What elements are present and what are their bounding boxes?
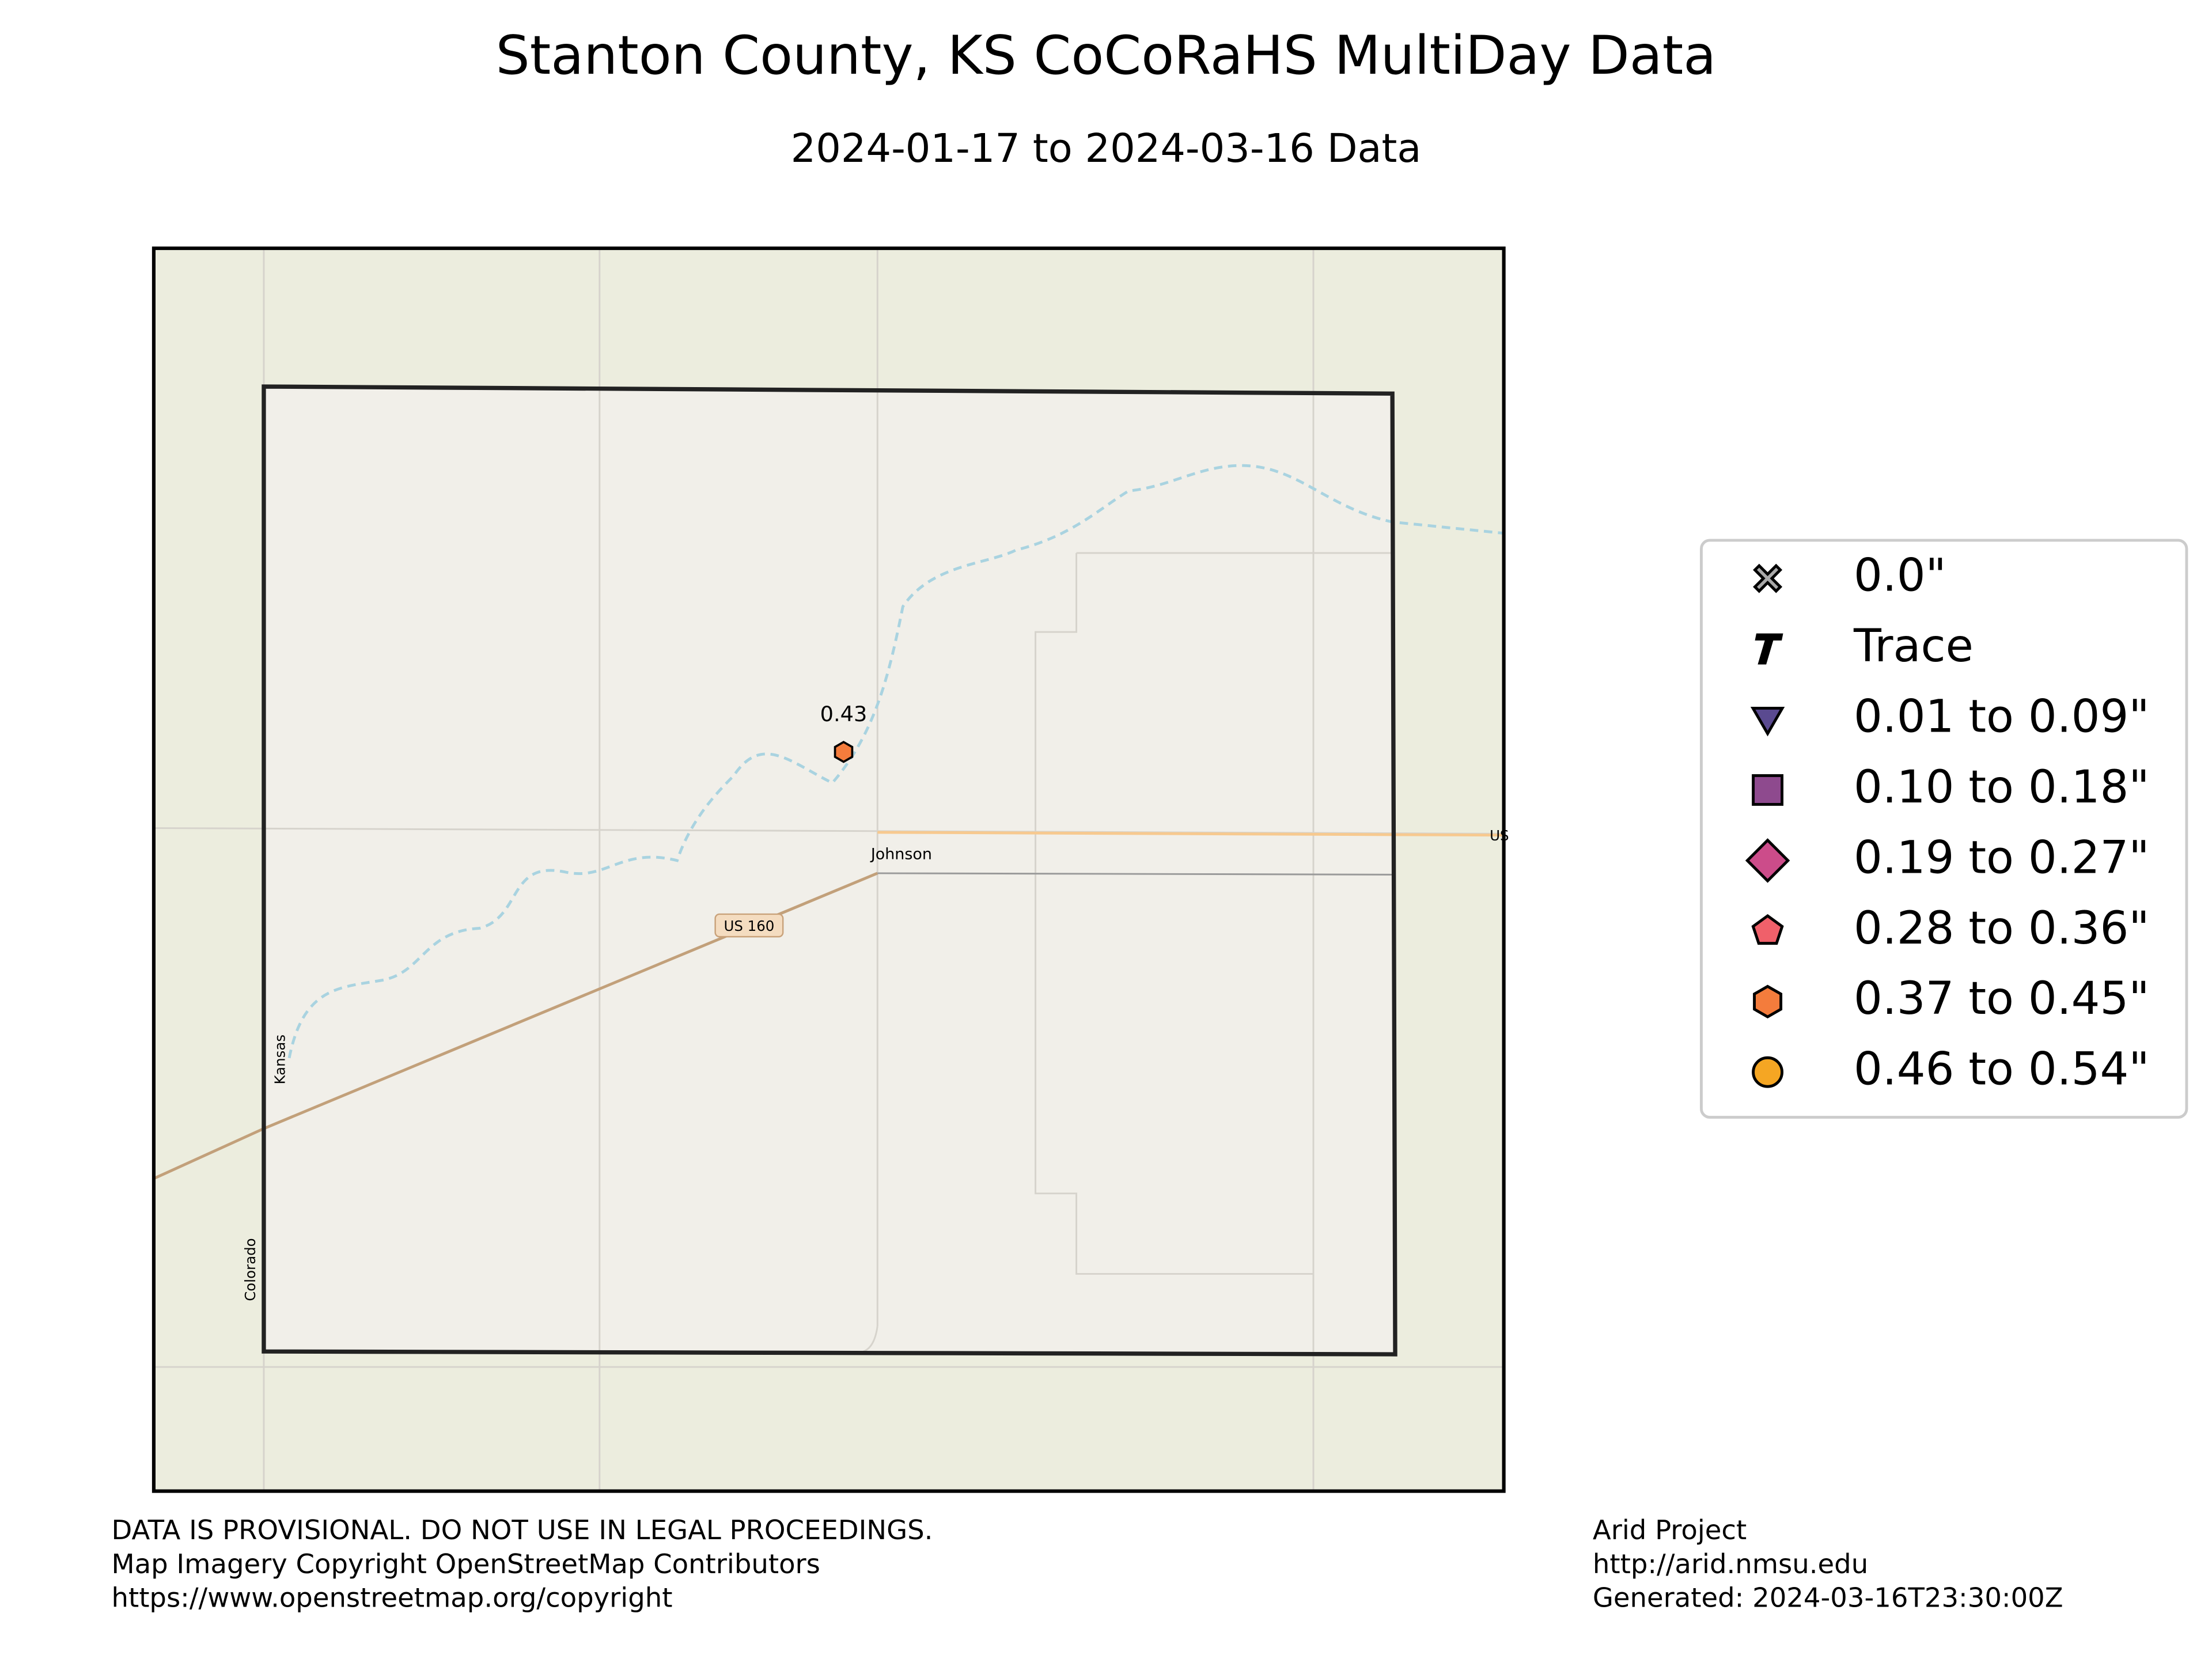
legend-symbol xyxy=(1750,706,1785,737)
legend-symbol xyxy=(1753,563,1783,593)
footer-right: Arid Project http://arid.nmsu.edu Genera… xyxy=(1593,1514,2063,1613)
footer-text: Map Imagery Copyright OpenStreetMap Cont… xyxy=(111,1548,820,1580)
legend: 0.0" Trace 0.01 to 0.09" 0.10 to 0.18" 0.19 … xyxy=(1745,550,2149,1096)
map: US 160 Johnson Kansas Colorado US 0.43 xyxy=(151,246,1509,1493)
map-label: US 160 xyxy=(724,918,774,934)
station-marker xyxy=(834,741,854,763)
footer-text: https://www.openstreetmap.org/copyright xyxy=(111,1582,672,1613)
map-label: US xyxy=(1490,827,1509,844)
legend-label: 0.28 to 0.36" xyxy=(1854,902,2149,955)
county-fill xyxy=(263,387,1396,1355)
map-label: Johnson xyxy=(870,846,932,863)
legend-symbol xyxy=(1751,914,1784,945)
shield xyxy=(714,913,784,938)
legend-label: 0.01 to 0.09" xyxy=(1854,690,2149,743)
legend-label: Trace xyxy=(1853,620,1974,672)
legend-label: 0.19 to 0.27" xyxy=(1854,831,2149,884)
legend-label: 0.0" xyxy=(1854,550,1946,602)
legend-symbol xyxy=(1752,1056,1784,1088)
map-label: Colorado xyxy=(242,1238,259,1301)
legend-symbol xyxy=(1752,774,1784,806)
river xyxy=(287,464,1504,1059)
subtitle: 2024-01-17 to 2024-03-16 Data xyxy=(791,126,1422,172)
footer-text: Generated: 2024-03-16T23:30:00Z xyxy=(1593,1582,2063,1613)
legend-label: 0.46 to 0.54" xyxy=(1854,1043,2149,1096)
map-label: Kansas xyxy=(271,1035,288,1085)
highway xyxy=(877,831,1504,837)
legend-symbol xyxy=(1755,633,1783,665)
legend-symbol xyxy=(1753,984,1783,1019)
station-value: 0.43 xyxy=(820,702,868,726)
stations: 0.43 xyxy=(820,702,868,763)
map-frame xyxy=(151,246,1506,1493)
footer-text: http://arid.nmsu.edu xyxy=(1593,1548,1868,1580)
footer-text: Arid Project xyxy=(1593,1514,1747,1546)
legend-label: 0.10 to 0.18" xyxy=(1854,761,2149,813)
legend-box xyxy=(1700,539,2188,1119)
county-boundary xyxy=(262,384,1397,1357)
footer-left: DATA IS PROVISIONAL. DO NOT USE IN LEGAL… xyxy=(111,1514,933,1613)
legend-label: 0.37 to 0.45" xyxy=(1854,972,2149,1025)
legend-symbol xyxy=(1745,838,1790,883)
footer-text: DATA IS PROVISIONAL. DO NOT USE IN LEGAL… xyxy=(111,1514,933,1546)
title: Stanton County, KS CoCoRaHS MultiDay Dat… xyxy=(496,24,1717,86)
